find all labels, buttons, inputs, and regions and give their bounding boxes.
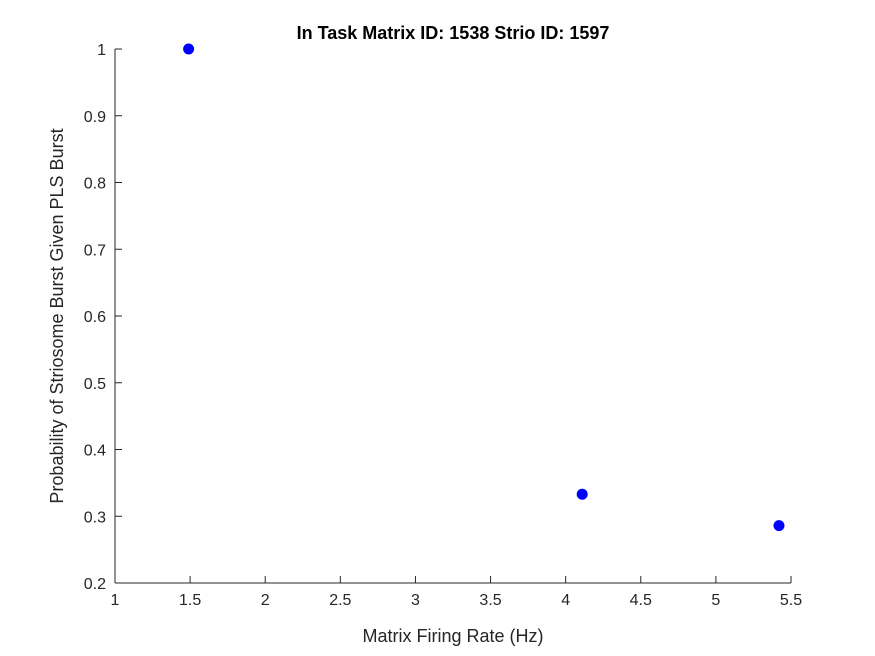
data-point [773,520,785,532]
x-tick-label: 1.5 [179,592,201,609]
x-tick-label: 4.5 [630,592,652,609]
x-tick-label: 2.5 [329,592,351,609]
x-tick-label: 4 [561,592,570,609]
axes: 1 1.5 2 2.5 3 3.5 4 4.5 5 5.5 0.20.30.40.50.60.70… [84,42,802,609]
y-tick-label: 0.6 [84,309,106,326]
y-tick-label: 0.3 [84,509,106,526]
x-tick-label: 5 [711,592,720,609]
y-axis-tick-labels: 0.2 0.3 0.4 0.5 0.6 0.7 0.8 0.9 1 [84,42,106,593]
y-tick-label: 0.8 [84,176,106,193]
x-tick-label: 3 [411,592,420,609]
x-axis-ticks [114,576,792,583]
x-axis-label: Matrix Firing Rate (Hz) [362,626,543,646]
x-tick-label: 5.5 [780,592,802,609]
data-point [576,488,588,500]
y-tick-label: 0.5 [84,376,106,393]
plot-area [115,49,791,583]
y-tick-label: 0.2 [84,576,106,593]
y-tick-label: 0.9 [84,109,106,126]
x-tick-label: 3.5 [479,592,501,609]
x-tick-label: 2 [261,592,270,609]
x-tick-label: 1 [111,592,120,609]
data-point [183,43,195,55]
y-tick-label: 1 [97,42,106,59]
data-points [183,43,785,532]
y-tick-label: 0.7 [84,242,106,259]
x-axis-tick-labels: 1 1.5 2 2.5 3 3.5 4 4.5 5 5.5 [111,592,803,609]
y-tick-label: 0.4 [84,443,106,460]
chart-title: In Task Matrix ID: 1538 Strio ID: 1597 [297,23,610,43]
y-axis-label: Probability of Striosome Burst Given PLS… [47,128,67,503]
